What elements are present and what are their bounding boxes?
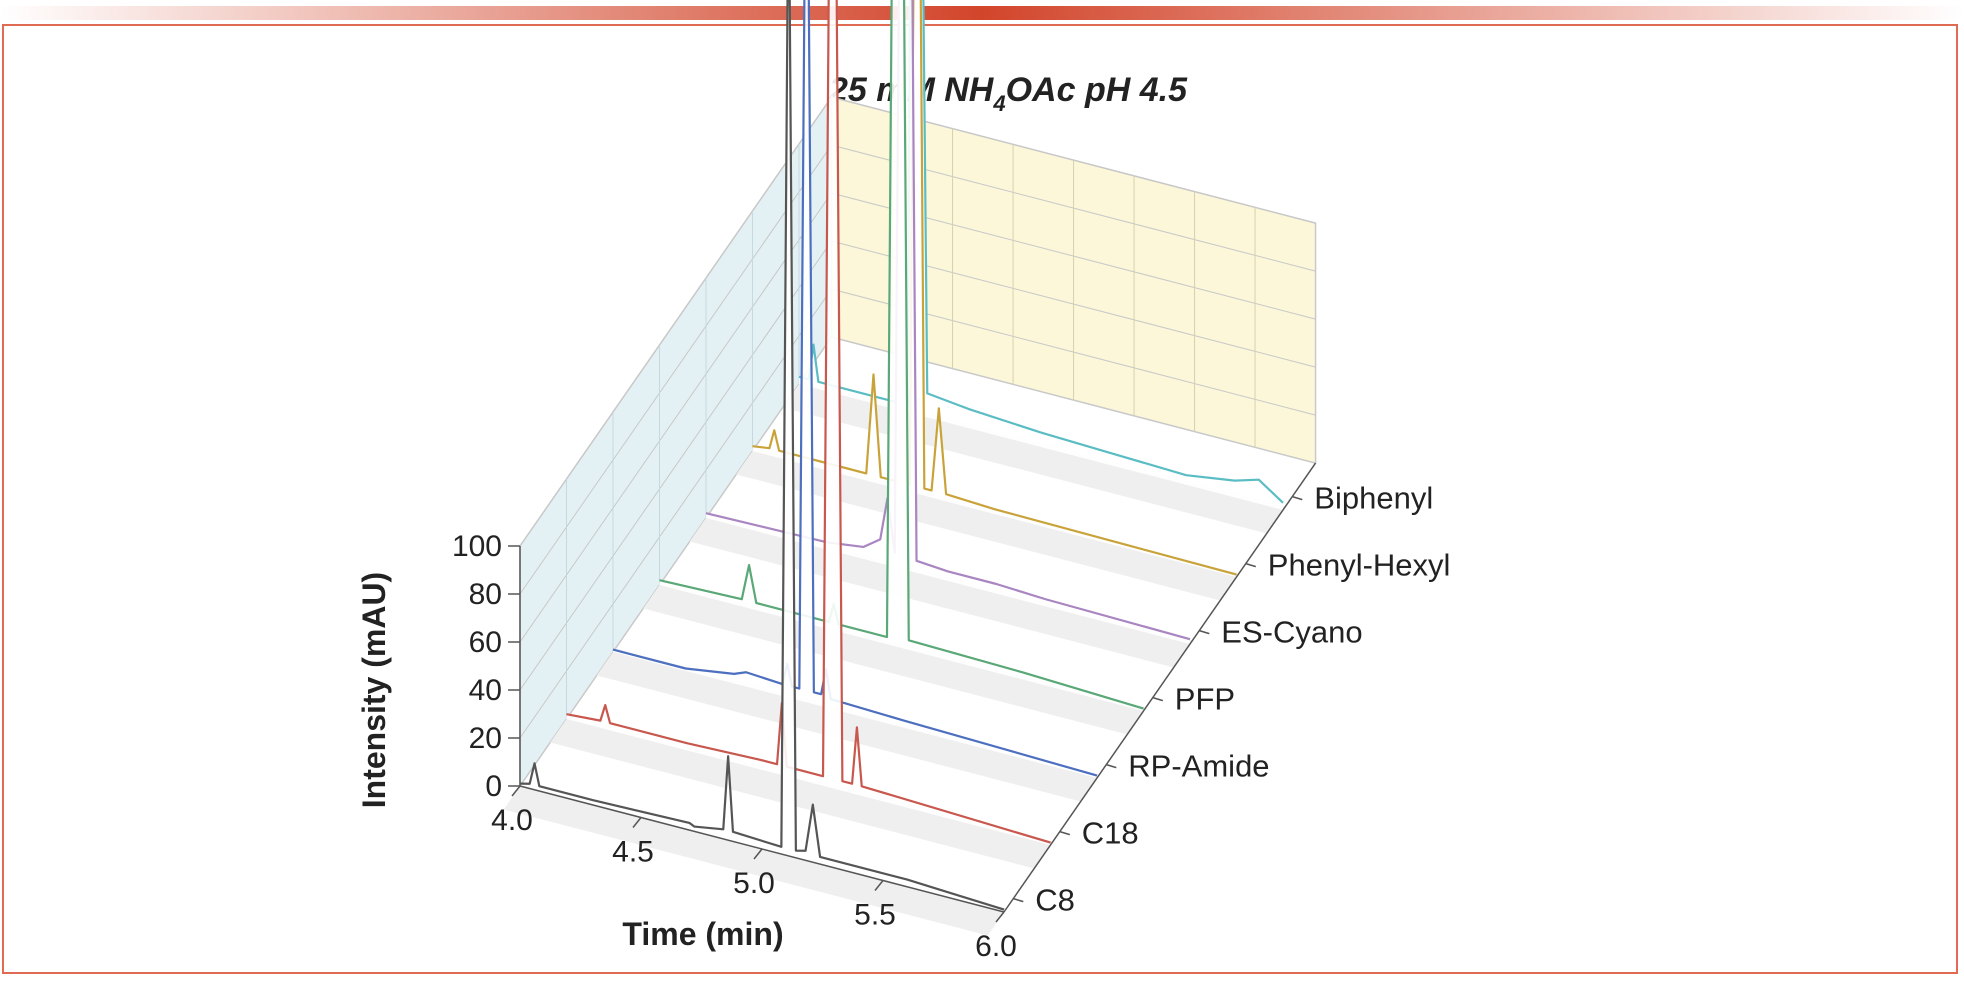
x-tick: [511, 785, 521, 797]
depth-tick: [1245, 562, 1257, 568]
series-line: [798, 0, 1284, 504]
x-tick: [632, 817, 642, 828]
floor-ribbon: [689, 514, 1193, 668]
column-label: C18: [1082, 816, 1139, 851]
series-fill: [659, 0, 1144, 711]
depth-tick: [1152, 696, 1164, 702]
y-axis-label: Intensity (mAU): [356, 572, 392, 808]
column-label: PFP: [1175, 682, 1235, 717]
depth-tick: [1059, 830, 1071, 836]
x-tick-label: 4.0: [491, 804, 533, 837]
x-axis-label: Time (min): [622, 916, 783, 952]
y-tick-label: 0: [485, 770, 502, 803]
column-label: Phenyl-Hexyl: [1268, 548, 1451, 583]
y-tick-label: 60: [469, 626, 502, 659]
series-line: [705, 0, 1191, 641]
x-tick: [753, 848, 763, 860]
column-label: ES-Cyano: [1221, 615, 1362, 650]
floor-ribbon: [503, 782, 1007, 936]
floor-ribbon: [643, 581, 1146, 735]
floor-ribbon: [736, 447, 1239, 601]
y-tick-label: 40: [469, 674, 502, 707]
depth-tick: [1292, 495, 1303, 501]
floor-ribbon: [596, 648, 1100, 802]
depth-tick: [1199, 629, 1210, 635]
x-tick-label: 4.5: [612, 836, 654, 869]
figure-frame: [2, 24, 1958, 974]
x-tick-label: 5.0: [733, 867, 775, 900]
chart-title: 25 mM NH4OAc pH 4.5: [828, 71, 1188, 116]
depth-tick: [1013, 897, 1024, 903]
x-tick-label: 5.5: [854, 899, 896, 932]
top-accent-bar: [0, 6, 1964, 20]
floor-ribbon: [550, 715, 1053, 869]
plot-area: [503, 0, 1286, 936]
series-line: [519, 0, 1005, 911]
depth-tick: [1106, 763, 1117, 769]
series-fill: [752, 0, 1237, 577]
depth-axis-line: [1003, 462, 1317, 913]
column-label: C8: [1035, 883, 1075, 918]
y-tick-label: 80: [469, 578, 502, 611]
title-subscript: 4: [992, 91, 1005, 116]
column-label: RP-Amide: [1128, 749, 1269, 784]
column-label: Biphenyl: [1314, 481, 1433, 516]
y-tick-label: 100: [452, 530, 502, 563]
x-tick: [874, 880, 884, 891]
title-rest: OAc pH 4.5: [1006, 71, 1188, 109]
x-tick: [995, 911, 1005, 923]
x-tick-label: 6.0: [975, 930, 1017, 963]
y-tick-label: 20: [469, 722, 502, 755]
